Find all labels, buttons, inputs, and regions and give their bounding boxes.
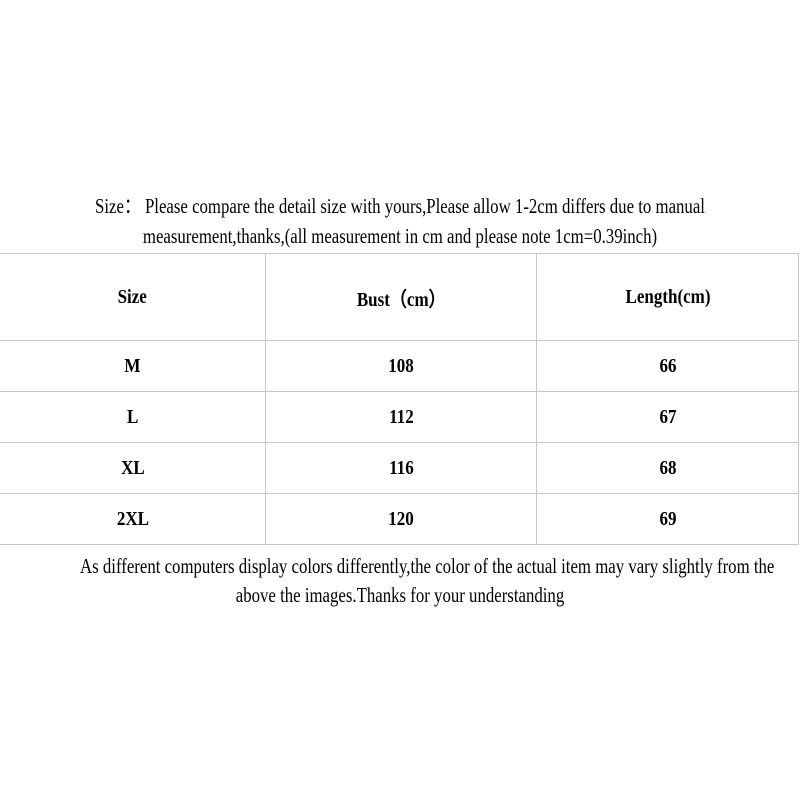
cell-bust: 112 xyxy=(265,391,537,443)
table-row-l: L 112 67 xyxy=(0,391,799,443)
header-length: Length(cm) xyxy=(536,253,799,341)
cell-size: XL xyxy=(0,442,266,494)
cell-size-value: XL xyxy=(120,456,145,479)
cell-length: 68 xyxy=(536,442,799,494)
size-note-line-2: measurement,thanks,(all measurement in c… xyxy=(142,224,658,248)
cell-bust-value: 112 xyxy=(388,405,414,428)
cell-size-value: 2XL xyxy=(116,507,149,530)
table-header-row: Size Bust（cm） Length(cm) xyxy=(0,253,799,341)
cell-size: L xyxy=(0,391,266,443)
table-row-m: M 108 66 xyxy=(0,340,799,392)
cell-size: 2XL xyxy=(0,493,266,545)
table-row-2xl: 2XL 120 69 xyxy=(0,493,799,545)
cell-length-value: 68 xyxy=(659,456,676,479)
color-note-line-1: As different computers display colors di… xyxy=(80,554,775,578)
cell-length-value: 67 xyxy=(659,405,676,428)
table-row-xl: XL 116 68 xyxy=(0,442,799,494)
header-size-label: Size xyxy=(117,285,148,308)
cell-length: 67 xyxy=(536,391,799,443)
size-measurement-note: Size： Please compare the detail size wit… xyxy=(0,191,800,251)
cell-bust: 108 xyxy=(265,340,537,392)
size-note-line-1: Size： Please compare the detail size wit… xyxy=(95,194,705,218)
cell-bust-value: 120 xyxy=(388,507,414,530)
cell-size-value: L xyxy=(126,405,139,428)
color-note-line-2: above the images.Thanks for your underst… xyxy=(235,583,565,607)
header-size: Size xyxy=(0,253,266,341)
color-disclaimer-note: As different computers display colors di… xyxy=(0,552,800,610)
header-length-label: Length(cm) xyxy=(624,285,710,308)
cell-size-value: M xyxy=(124,354,141,377)
cell-length: 66 xyxy=(536,340,799,392)
cell-bust-value: 116 xyxy=(388,456,414,479)
cell-length: 69 xyxy=(536,493,799,545)
cell-bust: 116 xyxy=(265,442,537,494)
cell-bust: 120 xyxy=(265,493,537,545)
cell-size: M xyxy=(0,340,266,392)
cell-length-value: 69 xyxy=(659,507,676,530)
header-bust: Bust（cm） xyxy=(265,253,537,341)
cell-bust-value: 108 xyxy=(388,354,414,377)
header-bust-label: Bust（cm） xyxy=(356,288,446,311)
size-chart-table: Size Bust（cm） Length(cm) M 108 66 L 112 … xyxy=(0,253,799,545)
cell-length-value: 66 xyxy=(659,354,676,377)
